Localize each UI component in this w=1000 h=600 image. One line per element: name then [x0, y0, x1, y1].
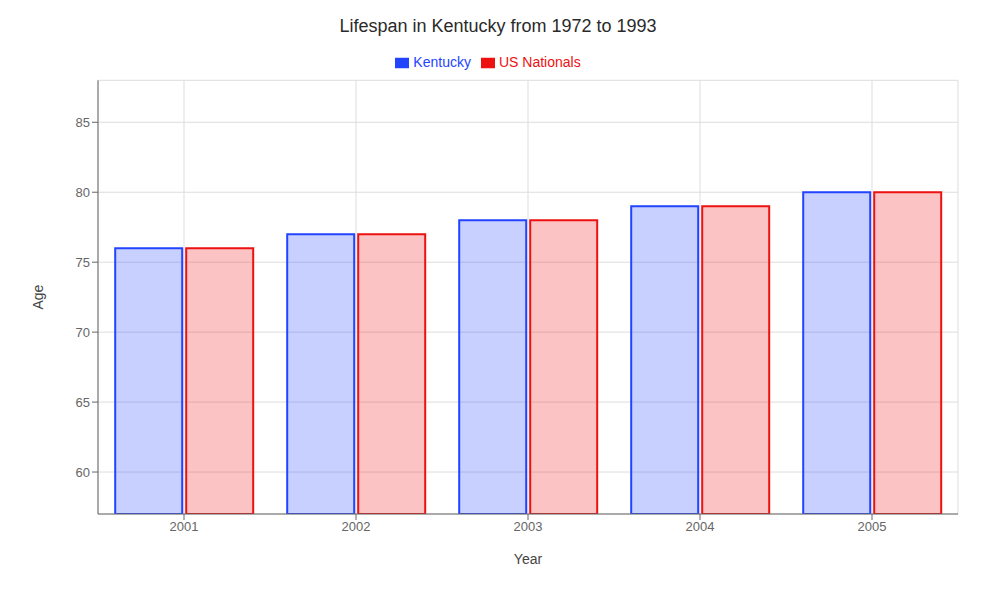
svg-text:85: 85: [76, 115, 90, 130]
svg-text:60: 60: [76, 465, 90, 480]
svg-text:Age: Age: [30, 284, 46, 309]
svg-text:Year: Year: [514, 551, 543, 567]
svg-text:2001: 2001: [170, 519, 199, 534]
svg-text:70: 70: [76, 325, 90, 340]
svg-text:65: 65: [76, 395, 90, 410]
svg-text:80: 80: [76, 185, 90, 200]
html-text:Lifespan in Kentucky from 1972: Lifespan in Kentucky from 1972 to 1993: [339, 16, 657, 36]
svg-text:2005: 2005: [858, 519, 887, 534]
html-text:US Nationals: US Nationals: [498, 54, 581, 70]
svg-text:2002: 2002: [342, 519, 371, 534]
html-text:Kentucky: Kentucky: [413, 54, 471, 70]
svg-text:2003: 2003: [514, 519, 543, 534]
svg-text:2004: 2004: [686, 519, 715, 534]
svg-text:75: 75: [76, 255, 90, 270]
